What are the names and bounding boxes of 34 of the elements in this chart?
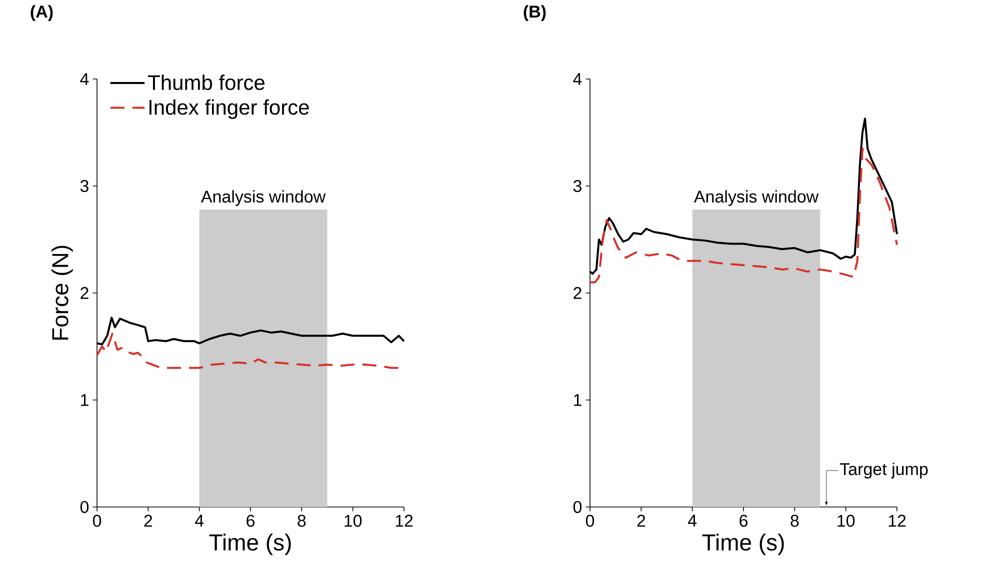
legend-label: Index finger force bbox=[150, 99, 309, 119]
x-tick-label: 6 bbox=[246, 514, 254, 527]
y-tick-label: 1 bbox=[81, 394, 88, 406]
y-tick-label: 1 bbox=[574, 394, 582, 406]
y-axis-title: Force (N) bbox=[51, 246, 73, 340]
x-tick-label: 10 bbox=[344, 514, 362, 527]
x-tick-label: 6 bbox=[740, 514, 748, 527]
x-tick-label: 2 bbox=[144, 514, 152, 527]
x-axis-title: Time (s) bbox=[702, 534, 784, 556]
band-label: Analysis window bbox=[694, 190, 819, 206]
x-tick-label: 4 bbox=[195, 514, 204, 526]
x-tick-label: 8 bbox=[298, 514, 306, 527]
x-tick-label: 12 bbox=[396, 514, 413, 527]
y-tick-label: 4 bbox=[80, 73, 89, 85]
x-tick-label: 0 bbox=[586, 514, 594, 527]
band-label: Analysis window bbox=[200, 190, 326, 206]
x-tick-label: 10 bbox=[838, 514, 855, 527]
chart-title: (A) bbox=[30, 5, 53, 21]
legend-label: Thumb force bbox=[148, 74, 264, 90]
chart-title: (B) bbox=[524, 5, 546, 21]
y-tick-label: 0 bbox=[80, 500, 89, 514]
annotation: Target jump bbox=[840, 462, 928, 479]
y-tick-label: 4 bbox=[573, 73, 582, 85]
x-tick-label: 8 bbox=[790, 514, 799, 527]
x-tick-label: 0 bbox=[92, 514, 102, 527]
y-tick-label: 0 bbox=[573, 500, 582, 514]
x-tick-label: 2 bbox=[637, 514, 646, 527]
x-tick-label: 4 bbox=[688, 514, 697, 526]
y-tick-label: 3 bbox=[573, 180, 582, 192]
y-tick-label: 2 bbox=[574, 287, 582, 299]
y-tick-label: 2 bbox=[80, 287, 88, 299]
x-tick-label: 12 bbox=[888, 514, 906, 527]
x-axis-title: Time (s) bbox=[209, 534, 291, 556]
y-tick-label: 3 bbox=[80, 180, 88, 192]
